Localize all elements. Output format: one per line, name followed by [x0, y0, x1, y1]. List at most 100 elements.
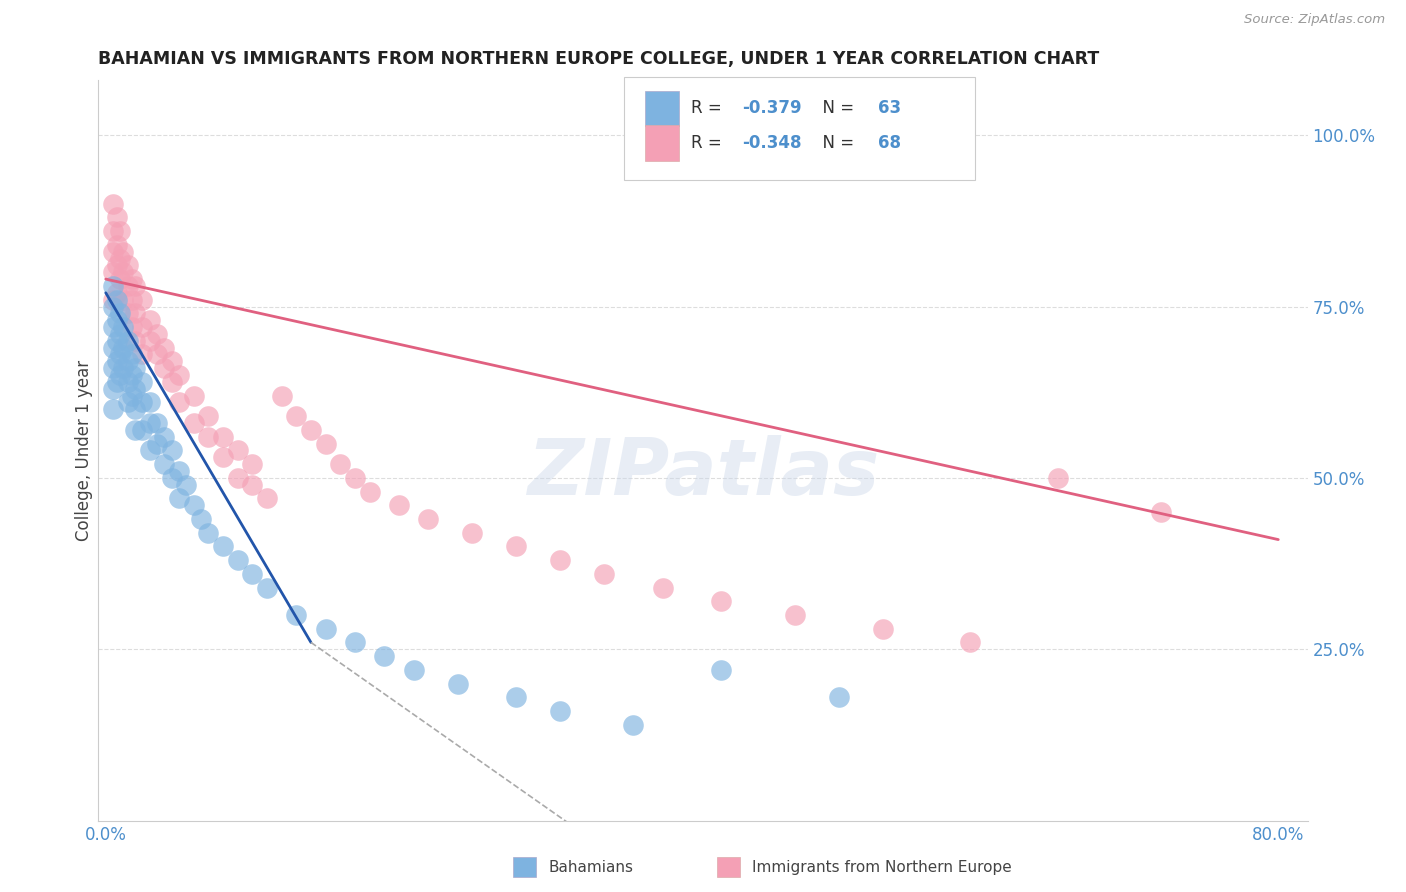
Point	[121, 272, 143, 286]
Text: R =: R =	[690, 99, 727, 118]
Point	[621, 717, 644, 731]
Point	[138, 395, 160, 409]
Point	[131, 347, 153, 361]
Point	[138, 313, 160, 327]
Point	[124, 402, 146, 417]
Point	[197, 525, 219, 540]
Point	[160, 354, 183, 368]
Point	[373, 649, 395, 664]
Point	[153, 457, 176, 471]
Point	[124, 306, 146, 320]
Point	[101, 341, 124, 355]
FancyBboxPatch shape	[645, 91, 679, 126]
Point	[710, 594, 733, 608]
Text: -0.379: -0.379	[742, 99, 801, 118]
Point	[167, 368, 190, 382]
Point	[153, 361, 176, 376]
Point	[153, 341, 176, 355]
Point	[107, 375, 129, 389]
Point	[101, 265, 124, 279]
Point	[285, 409, 308, 424]
Point	[101, 293, 124, 307]
Point	[1150, 505, 1173, 519]
Point	[226, 553, 249, 567]
Point	[183, 416, 205, 430]
Point	[101, 361, 124, 376]
Point	[226, 443, 249, 458]
Point	[101, 320, 124, 334]
Point	[388, 498, 411, 512]
Point	[710, 663, 733, 677]
Point	[112, 244, 135, 259]
Point	[110, 347, 132, 361]
Text: 68: 68	[879, 134, 901, 153]
Point	[101, 279, 124, 293]
Point	[446, 676, 468, 690]
Point	[124, 382, 146, 396]
Point	[183, 389, 205, 403]
Point	[256, 581, 278, 595]
Point	[124, 361, 146, 376]
Text: 63: 63	[879, 99, 901, 118]
Point	[270, 389, 292, 403]
Point	[176, 477, 198, 491]
Point	[121, 389, 143, 403]
Point	[112, 361, 135, 376]
Point	[107, 237, 129, 252]
Point	[359, 484, 381, 499]
Point	[146, 347, 169, 361]
Point	[121, 293, 143, 307]
Point	[146, 416, 169, 430]
Point	[505, 690, 527, 705]
Point	[117, 279, 139, 293]
Point	[110, 224, 132, 238]
Point	[959, 635, 981, 649]
Point	[112, 320, 135, 334]
Point	[212, 450, 235, 465]
Point	[101, 402, 124, 417]
Point	[593, 566, 616, 581]
Point	[160, 375, 183, 389]
Point	[117, 259, 139, 273]
Point	[112, 265, 135, 279]
Point	[107, 354, 129, 368]
Text: Immigrants from Northern Europe: Immigrants from Northern Europe	[752, 861, 1012, 875]
Point	[197, 430, 219, 444]
Point	[240, 566, 263, 581]
Point	[121, 320, 143, 334]
Point	[197, 409, 219, 424]
Text: ZIPatlas: ZIPatlas	[527, 434, 879, 511]
Point	[160, 471, 183, 485]
Point	[107, 313, 129, 327]
Point	[872, 622, 894, 636]
Point	[110, 272, 132, 286]
Point	[138, 443, 160, 458]
Point	[146, 436, 169, 450]
Point	[101, 196, 124, 211]
Point	[418, 512, 440, 526]
Point	[117, 354, 139, 368]
Text: Bahamians: Bahamians	[548, 861, 633, 875]
Point	[256, 491, 278, 506]
Point	[153, 430, 176, 444]
Point	[343, 471, 366, 485]
Point	[146, 326, 169, 341]
Point	[505, 540, 527, 554]
Point	[299, 423, 322, 437]
Point	[212, 540, 235, 554]
Point	[240, 477, 263, 491]
Point	[101, 244, 124, 259]
Point	[402, 663, 425, 677]
Text: -0.348: -0.348	[742, 134, 801, 153]
Point	[131, 293, 153, 307]
Point	[107, 285, 129, 300]
Point	[117, 306, 139, 320]
Point	[112, 293, 135, 307]
Point	[827, 690, 849, 705]
Point	[124, 334, 146, 348]
Point	[190, 512, 212, 526]
Point	[138, 416, 160, 430]
Point	[167, 491, 190, 506]
Point	[131, 423, 153, 437]
Point	[138, 334, 160, 348]
